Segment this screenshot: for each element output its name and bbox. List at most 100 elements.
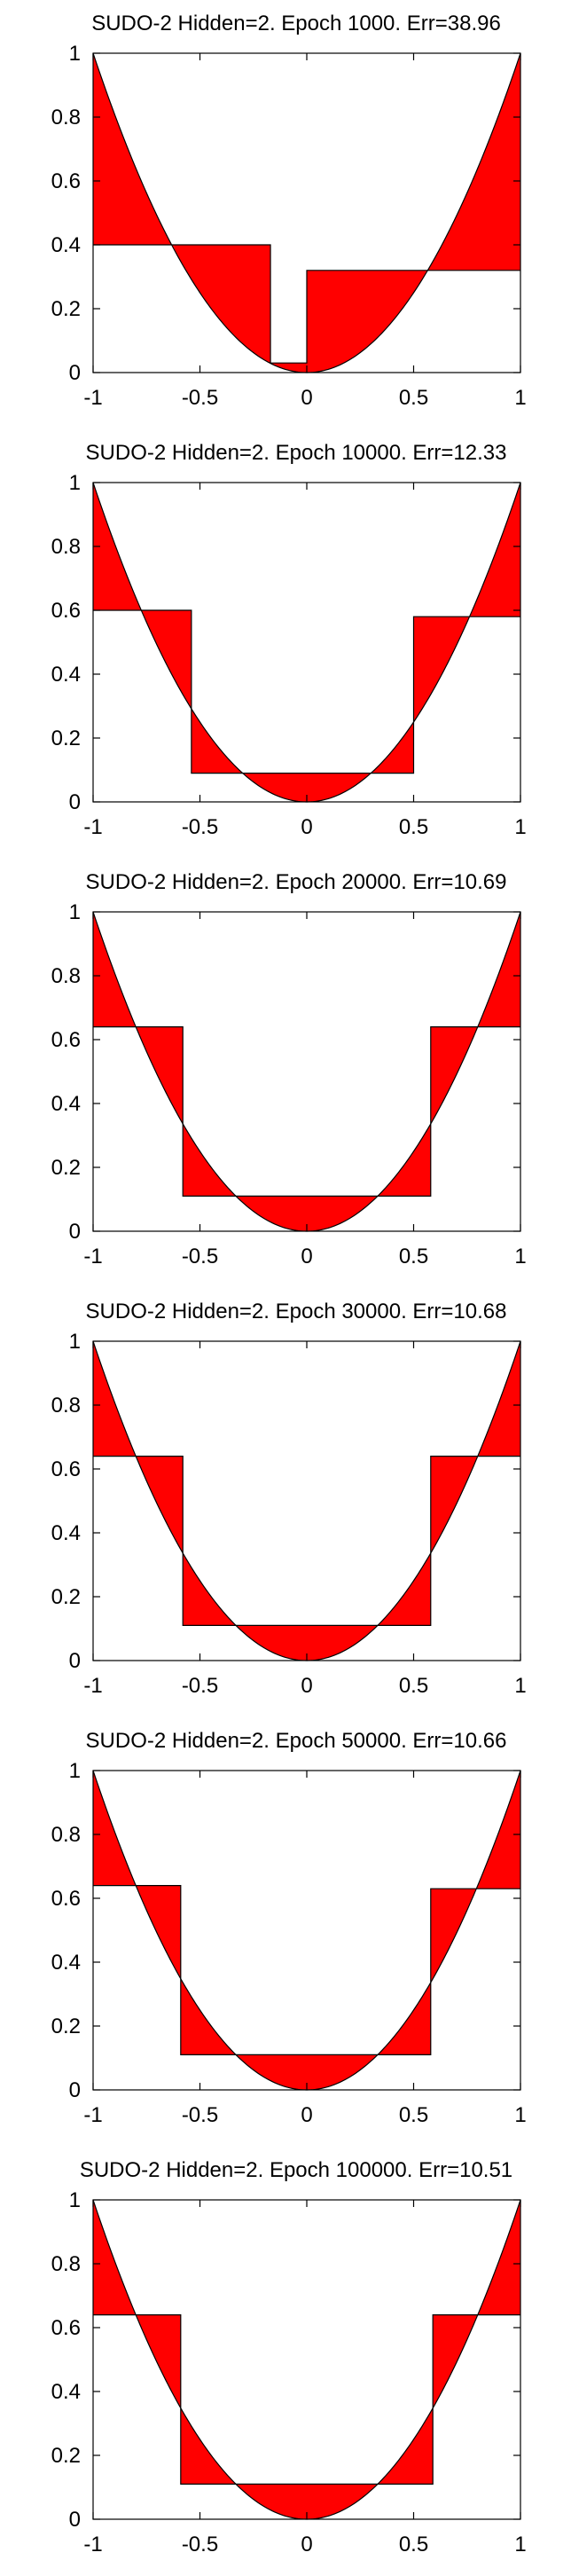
y-tick-label: 0.8 (51, 2252, 81, 2276)
error-region (93, 1771, 181, 1979)
x-tick-label: 0 (301, 386, 312, 410)
y-tick-label: 0.4 (51, 2380, 81, 2404)
x-tick-label: 0.5 (399, 1245, 428, 1268)
x-tick-label: -0.5 (182, 2533, 218, 2556)
error-region (430, 1341, 520, 1553)
chart-title: SUDO-2 Hidden=2. Epoch 50000. Err=10.66 (86, 1729, 507, 1753)
chart-title: SUDO-2 Hidden=2. Epoch 20000. Err=10.69 (86, 870, 507, 894)
chart-title: SUDO-2 Hidden=2. Epoch 30000. Err=10.68 (86, 1300, 507, 1323)
chart-title: SUDO-2 Hidden=2. Epoch 10000. Err=12.33 (86, 441, 507, 465)
error-region (93, 53, 175, 250)
y-tick-label: 1 (69, 42, 81, 66)
error-region (413, 483, 520, 722)
x-tick-label: 0.5 (399, 386, 428, 410)
error-region (93, 912, 184, 1124)
x-tick-label: 0.5 (399, 2533, 428, 2556)
x-tick-label: -1 (83, 2103, 102, 2127)
y-tick-label: 0.8 (51, 964, 81, 988)
x-tick-label: 1 (514, 815, 526, 839)
chart-panel: SUDO-2 Hidden=2. Epoch 30000. Err=10.68 0… (0, 1288, 571, 1717)
y-tick-label: 0.6 (51, 599, 81, 623)
chart-svg: SUDO-2 Hidden=2. Epoch 10000. Err=12.33 0… (51, 441, 527, 839)
chart-panel: SUDO-2 Hidden=2. Epoch 50000. Err=10.66 0… (0, 1717, 571, 2147)
chart-panel: SUDO-2 Hidden=2. Epoch 1000. Err=38.96 0 0… (0, 0, 571, 429)
error-region (183, 1123, 431, 1231)
x-tick-label: -0.5 (182, 2103, 218, 2127)
x-tick-label: 1 (514, 2103, 526, 2127)
y-tick-label: 1 (69, 2188, 81, 2212)
error-region (270, 363, 307, 373)
x-tick-label: -1 (83, 815, 102, 839)
chart-panel: SUDO-2 Hidden=2. Epoch 100000. Err=10.51… (0, 2147, 571, 2576)
y-tick-label: 0 (69, 790, 81, 814)
y-tick-label: 0.6 (51, 1887, 81, 1911)
error-region (174, 245, 271, 364)
x-tick-label: 0 (301, 1674, 312, 1698)
y-tick-label: 0.2 (51, 297, 81, 321)
y-tick-label: 1 (69, 471, 81, 495)
y-tick-label: 0.6 (51, 1028, 81, 1052)
y-tick-label: 0.2 (51, 2014, 81, 2038)
x-tick-label: 0.5 (399, 2103, 428, 2127)
chart-title: SUDO-2 Hidden=2. Epoch 1000. Err=38.96 (91, 12, 501, 35)
x-tick-label: -1 (83, 1245, 102, 1268)
y-tick-label: 0.8 (51, 106, 81, 130)
chart-svg: SUDO-2 Hidden=2. Epoch 50000. Err=10.66 0… (51, 1729, 527, 2127)
chart-title: SUDO-2 Hidden=2. Epoch 100000. Err=10.51 (80, 2158, 512, 2182)
error-region (430, 912, 520, 1124)
y-tick-label: 0 (69, 1220, 81, 1244)
error-region (433, 2200, 520, 2408)
x-tick-label: 1 (514, 386, 526, 410)
y-tick-label: 0.2 (51, 1156, 81, 1180)
chart-svg: SUDO-2 Hidden=2. Epoch 20000. Err=10.69 0… (51, 870, 527, 1268)
y-tick-label: 0.4 (51, 1951, 81, 1975)
y-tick-label: 0.2 (51, 1585, 81, 1609)
chart-svg: SUDO-2 Hidden=2. Epoch 30000. Err=10.68 0… (51, 1300, 527, 1698)
y-tick-label: 1 (69, 1759, 81, 1783)
x-tick-label: 1 (514, 1674, 526, 1698)
x-tick-label: -1 (83, 1674, 102, 1698)
y-tick-label: 0.6 (51, 169, 81, 193)
error-region (428, 53, 520, 271)
error-region (180, 2407, 434, 2519)
x-tick-label: 0.5 (399, 1674, 428, 1698)
x-tick-label: -0.5 (182, 386, 218, 410)
y-tick-label: 0.8 (51, 1394, 81, 1418)
step-function-line (93, 609, 520, 774)
x-tick-label: 1 (514, 1245, 526, 1268)
y-tick-label: 0 (69, 2078, 81, 2102)
y-tick-label: 0 (69, 2508, 81, 2532)
step-function-line (93, 2314, 520, 2485)
error-region (183, 1552, 431, 1661)
chart-svg: SUDO-2 Hidden=2. Epoch 1000. Err=38.96 0 0… (51, 12, 527, 410)
x-tick-label: -1 (83, 386, 102, 410)
chart-panel: SUDO-2 Hidden=2. Epoch 10000. Err=12.33 0… (0, 429, 571, 859)
x-tick-label: 1 (514, 2533, 526, 2556)
chart-panel: SUDO-2 Hidden=2. Epoch 20000. Err=10.69 0… (0, 859, 571, 1288)
error-region (93, 483, 192, 710)
y-tick-label: 0 (69, 1649, 81, 1673)
x-tick-label: 0 (301, 2103, 312, 2127)
x-tick-label: 0.5 (399, 815, 428, 839)
step-function-line (93, 1456, 520, 1626)
error-region (93, 2200, 181, 2408)
error-region (307, 269, 429, 373)
error-region (180, 1978, 431, 2090)
x-tick-label: -0.5 (182, 1245, 218, 1268)
x-tick-label: -0.5 (182, 815, 218, 839)
y-tick-label: 0.8 (51, 1823, 81, 1847)
y-tick-label: 0.4 (51, 233, 81, 257)
x-tick-label: 0 (301, 815, 312, 839)
error-region (93, 1341, 184, 1553)
y-tick-label: 1 (69, 900, 81, 924)
step-function-line (93, 1026, 520, 1197)
step-function-line (93, 1885, 520, 2055)
y-tick-label: 0.8 (51, 535, 81, 559)
x-tick-label: 0 (301, 1245, 312, 1268)
x-tick-label: 0 (301, 2533, 312, 2556)
y-tick-label: 0 (69, 361, 81, 385)
x-tick-label: -1 (83, 2533, 102, 2556)
y-tick-label: 0.6 (51, 2316, 81, 2340)
y-tick-label: 0.4 (51, 1092, 81, 1116)
